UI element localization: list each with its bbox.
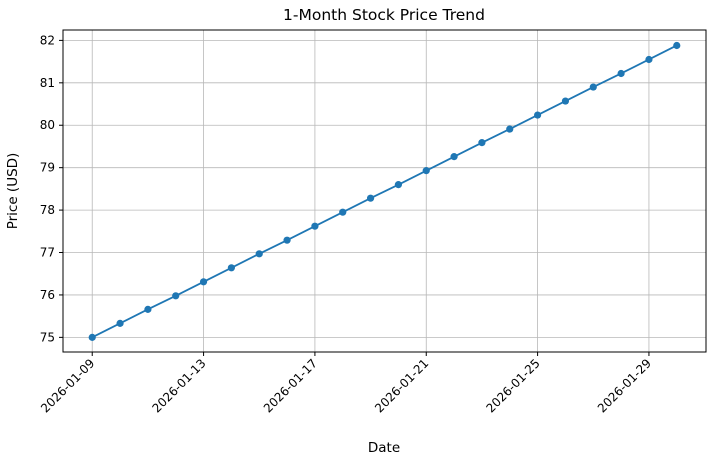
data-point <box>645 55 653 64</box>
chart-title: 1-Month Stock Price Trend <box>283 6 485 24</box>
x-tick-label: 2026-01-09 <box>38 356 97 415</box>
data-point <box>394 181 403 189</box>
data-point <box>506 125 514 133</box>
x-tick-label: 2026-01-13 <box>149 356 208 415</box>
y-tick-label: 82 <box>40 33 55 47</box>
data-point <box>561 97 570 105</box>
data-point <box>311 222 319 230</box>
axes-spines <box>62 29 707 353</box>
data-point <box>116 319 124 327</box>
data-point <box>617 69 625 78</box>
y-tick-label: 78 <box>40 203 55 217</box>
data-point <box>533 111 542 119</box>
data-point <box>283 236 291 244</box>
y-tick-label: 76 <box>40 288 55 302</box>
x-axis-label: Date <box>368 440 400 456</box>
y-tick-label: 79 <box>40 161 55 175</box>
data-point <box>589 83 597 91</box>
plot-area: 75 76 77 78 79 80 81 82 2026-01-09 2026-01-13 2026… <box>38 29 707 415</box>
data-point <box>673 41 681 50</box>
y-tick-label: 77 <box>40 246 55 260</box>
data-point <box>227 264 236 272</box>
data-point <box>172 292 180 300</box>
data-point <box>144 305 152 313</box>
y-axis-label: Price (USD) <box>5 153 21 230</box>
trend-line <box>91 44 678 339</box>
data-point <box>255 250 263 258</box>
x-tick-label: 2026-01-21 <box>372 356 431 415</box>
y-tick-label: 75 <box>40 330 55 344</box>
data-point <box>478 139 486 147</box>
data-point <box>199 278 208 286</box>
y-tick-label: 80 <box>40 118 55 132</box>
data-point <box>450 153 458 161</box>
data-point <box>88 333 96 341</box>
x-tick-label: 2026-01-17 <box>261 356 320 415</box>
x-tick-label: 2026-01-25 <box>483 356 542 415</box>
data-point <box>339 208 347 216</box>
data-point <box>422 167 430 175</box>
x-tick-label: 2026-01-29 <box>595 356 654 415</box>
data-point <box>366 194 375 202</box>
y-tick-label: 81 <box>40 76 55 90</box>
